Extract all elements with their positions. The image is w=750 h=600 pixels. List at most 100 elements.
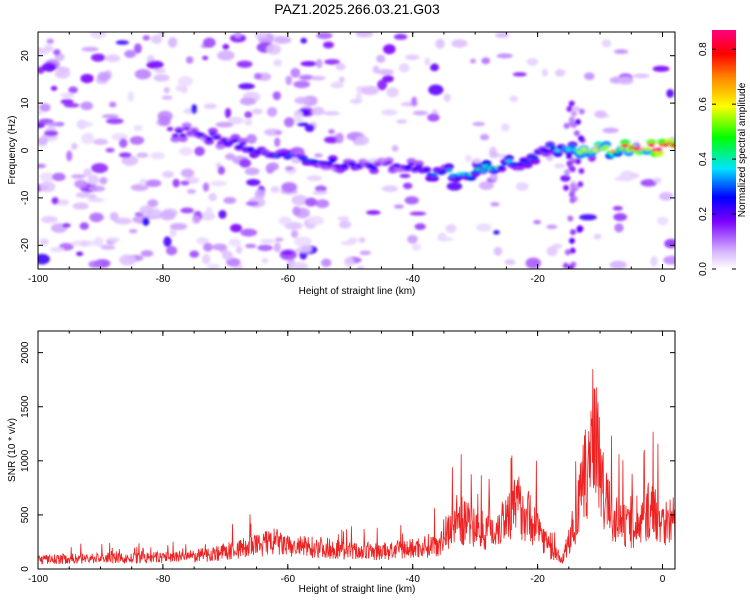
heatmap-cell <box>106 237 120 243</box>
heatmap-cell <box>97 71 110 82</box>
heatmap-ridge-core <box>580 147 588 152</box>
heatmap-cell <box>350 98 363 104</box>
heatmap-cell <box>185 56 194 64</box>
heatmap-cell <box>80 73 94 84</box>
heatmap-cell <box>87 197 105 203</box>
snr-ylabel: SNR (10 * v/v) <box>7 418 18 482</box>
heatmap-cell <box>569 247 576 254</box>
heatmap-ytick-label: -10 <box>20 190 31 205</box>
heatmap-cell <box>244 118 253 126</box>
heatmap-cell <box>60 92 75 99</box>
heatmap-cell <box>377 69 394 75</box>
heatmap-cell <box>472 121 486 127</box>
heatmap-cell <box>551 243 563 249</box>
heatmap-cell <box>315 58 323 69</box>
heatmap-cell <box>274 36 292 44</box>
heatmap-cell <box>136 152 149 158</box>
heatmap-ridge-core <box>479 168 487 173</box>
heatmap-cell <box>180 180 190 186</box>
heatmap-cell <box>578 135 585 142</box>
snr-xtick-label: -40 <box>405 574 420 585</box>
heatmap-cell <box>104 54 121 63</box>
heatmap-cell <box>259 238 276 244</box>
colorbar-tick-label: 0.8 <box>698 42 709 56</box>
heatmap-cell <box>323 136 340 144</box>
heatmap-ridge-cell <box>428 175 439 182</box>
heatmap-cell <box>424 57 431 66</box>
heatmap-cell <box>292 206 301 216</box>
heatmap-cell <box>190 104 198 114</box>
heatmap-cell <box>169 228 177 237</box>
heatmap-cell <box>189 250 200 258</box>
heatmap-cell <box>546 224 558 229</box>
heatmap-ridge-cell <box>181 122 192 129</box>
heatmap-ridge-core <box>246 147 254 152</box>
heatmap-cell <box>38 110 44 116</box>
heatmap-cell <box>206 206 213 215</box>
heatmap-cell <box>230 223 243 233</box>
heatmap-cell <box>217 50 235 61</box>
snr-frame <box>37 330 676 570</box>
heatmap-cell <box>443 93 451 102</box>
snr-ytick-label: 1000 <box>20 449 31 472</box>
heatmap-cell <box>489 151 499 159</box>
heatmap-ridge-core <box>179 133 187 138</box>
heatmap-cell <box>46 38 54 45</box>
heatmap-cell <box>404 54 420 61</box>
heatmap-cell <box>281 250 294 256</box>
heatmap-xtick-label: -100 <box>28 274 48 285</box>
heatmap-ridge-core <box>497 165 505 170</box>
snr-ytick-label: 500 <box>20 506 31 523</box>
heatmap-cell <box>656 216 669 226</box>
heatmap-cell <box>240 228 258 237</box>
heatmap-cell <box>245 201 259 206</box>
heatmap-cell <box>296 122 309 127</box>
heatmap-cell <box>562 262 569 269</box>
heatmap-cell <box>108 101 117 108</box>
heatmap-cell <box>159 210 176 221</box>
heatmap-cell <box>153 74 170 82</box>
heatmap-cell <box>290 67 301 78</box>
heatmap-cell <box>251 108 263 115</box>
heatmap-cell <box>569 166 576 173</box>
heatmap-cell <box>246 178 261 186</box>
heatmap-cell <box>411 243 422 251</box>
snr-panel: -100 -80 -60 -40 -20 0 0 500 1000 1500 2000 Heigh… <box>7 330 676 595</box>
heatmap-cell <box>167 37 178 48</box>
snr-series-line <box>38 369 675 565</box>
heatmap-ridge-core <box>175 128 183 133</box>
heatmap-cell <box>283 117 295 128</box>
heatmap-cell <box>307 215 324 226</box>
heatmap-cell <box>147 199 159 208</box>
heatmap-cell <box>218 209 227 219</box>
heatmap-cell <box>56 199 70 206</box>
heatmap-cell <box>217 165 226 175</box>
heatmap-ridge-core <box>422 167 430 172</box>
heatmap-cell <box>663 255 675 265</box>
heatmap-ridge-core <box>445 168 453 173</box>
heatmap-cell <box>293 236 312 247</box>
heatmap-cell <box>294 96 311 105</box>
heatmap-cell <box>199 211 216 221</box>
heatmap-cell <box>246 133 257 144</box>
heatmap-ridge-cell <box>170 135 181 143</box>
heatmap-ridge-core <box>231 138 239 143</box>
heatmap-cell <box>106 118 124 125</box>
heatmap-ridge-core <box>647 142 655 147</box>
heatmap-cell <box>632 73 650 79</box>
heatmap-cell <box>38 253 50 265</box>
heatmap-cell <box>89 212 104 223</box>
heatmap-ridge-core <box>505 159 513 164</box>
heatmap-cell <box>68 86 78 94</box>
heatmap-cell <box>172 178 180 188</box>
heatmap-cell <box>377 79 388 91</box>
heatmap-cell <box>201 253 211 265</box>
heatmap-ridge-core <box>385 160 393 165</box>
heatmap-cell <box>614 223 624 233</box>
heatmap-cell <box>355 32 374 38</box>
heatmap-cell <box>119 138 128 148</box>
heatmap-cell <box>51 197 59 205</box>
heatmap-cell <box>583 72 595 81</box>
heatmap-cell <box>215 121 234 128</box>
